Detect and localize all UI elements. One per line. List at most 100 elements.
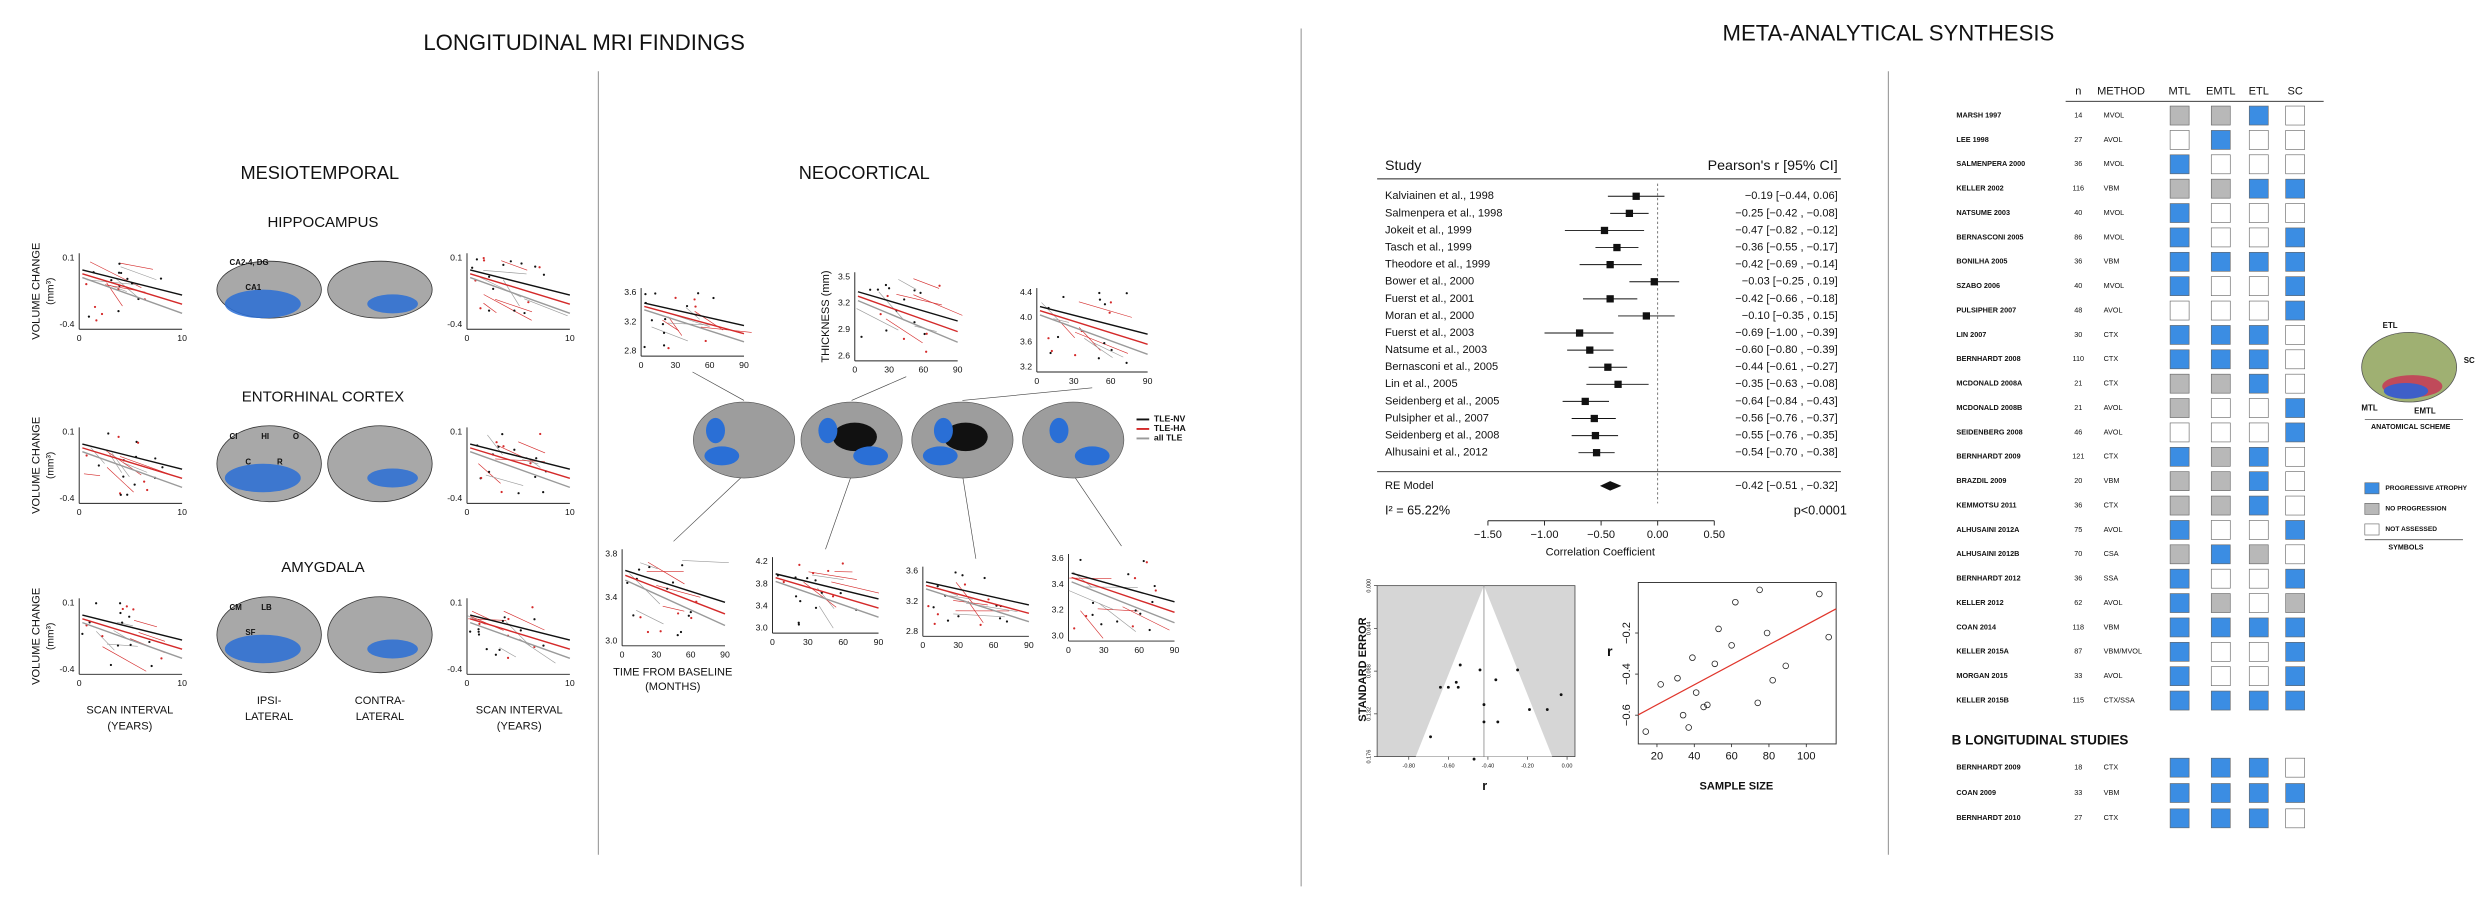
scheme-label: ETL — [2383, 321, 2398, 330]
dot — [85, 282, 88, 286]
atrophy-map — [367, 639, 418, 659]
dot — [1091, 613, 1094, 616]
dot — [533, 618, 536, 621]
dot — [697, 292, 700, 295]
dot — [1050, 349, 1053, 353]
method-cell: MVOL — [2104, 110, 2125, 119]
trend-line — [857, 299, 958, 343]
dot — [902, 337, 906, 341]
study-ci: −0.42 [−0.51 , −0.32] — [1735, 480, 1837, 492]
y-axis-label: (mm³) — [45, 452, 56, 479]
trajectory — [485, 474, 524, 486]
status-cell — [2169, 251, 2190, 272]
funnel-point — [1446, 685, 1450, 689]
effect-square — [1632, 192, 1640, 200]
dot — [869, 288, 872, 291]
study-label: KELLER 2015B — [1956, 695, 2009, 704]
dot — [542, 491, 545, 494]
dot — [1103, 341, 1106, 345]
x-tick-label: 30 — [1069, 376, 1079, 386]
dot — [146, 488, 149, 492]
connector — [962, 474, 977, 559]
status-cell — [2169, 666, 2190, 687]
status-cell — [2210, 617, 2231, 638]
study-ci: −0.19 [−0.44, 0.06] — [1745, 190, 1838, 202]
status-cell — [2210, 783, 2231, 803]
trend-line — [925, 581, 1030, 606]
x-axis-label: TIME FROM BASELINE — [613, 667, 732, 679]
y-axis-label: STANDARD ERROR — [1357, 617, 1369, 721]
trajectory — [116, 621, 134, 627]
dot — [903, 298, 906, 301]
dot — [637, 568, 641, 571]
trend-line — [1039, 310, 1148, 345]
dot — [119, 271, 123, 275]
study-ci: −0.64 [−0.84 , −0.43] — [1735, 395, 1837, 407]
study-ci: −0.35 [−0.63 , −0.08] — [1735, 378, 1837, 390]
method-cell: AVOL — [2104, 671, 2123, 680]
dot — [471, 266, 474, 269]
dot — [1098, 298, 1102, 301]
dot — [1154, 589, 1157, 592]
trend-line — [82, 276, 183, 314]
trend-line — [1039, 305, 1148, 335]
effect-square — [1590, 414, 1598, 423]
dot — [963, 583, 967, 586]
x-tick-label: 60 — [705, 360, 715, 370]
dot — [667, 347, 670, 350]
dot — [93, 305, 97, 309]
y-tick-label: 3.8 — [756, 578, 768, 588]
effect-square — [1642, 312, 1651, 320]
n-cell: 70 — [2074, 549, 2082, 558]
scatter-point — [1704, 701, 1711, 709]
effect-square — [1604, 363, 1612, 371]
y-tick-label: -0.4 — [447, 664, 462, 674]
scheme-label: EMTL — [2414, 407, 2436, 416]
status-cell — [2210, 178, 2231, 199]
x-axis-label: SCAN INTERVAL — [476, 705, 563, 717]
status-cell — [2248, 373, 2269, 394]
status-cell — [2169, 544, 2190, 565]
brain — [693, 401, 795, 479]
dot — [100, 312, 104, 316]
legend-label: TLE-NV — [1154, 414, 1186, 424]
y-tick-label: −0.4 — [1621, 663, 1633, 685]
status-cell — [2169, 154, 2190, 175]
dot — [798, 563, 801, 566]
method-cell: AVOL — [2104, 135, 2123, 144]
study-label: LEE 1998 — [1956, 135, 1988, 144]
dot — [644, 293, 647, 296]
trajectory — [913, 278, 940, 289]
dot — [485, 648, 488, 651]
study-ci: −0.36 [−0.55 , −0.17] — [1735, 241, 1837, 253]
dot — [534, 475, 537, 479]
status-cell — [2285, 349, 2305, 370]
y-tick-label: 0.1 — [62, 426, 74, 436]
x-tick-label: 0.00 — [1647, 529, 1669, 541]
funnel-point — [1559, 693, 1563, 697]
column-header: METHOD — [2097, 86, 2145, 98]
trajectory — [1080, 610, 1104, 639]
trend-line — [644, 305, 745, 335]
trend-line — [624, 579, 726, 627]
y-tick-label: 0.1 — [450, 426, 462, 436]
column-header: MTL — [2169, 86, 2191, 98]
method-cell: AVOL — [2104, 403, 2123, 412]
study-name: Lin et al., 2005 — [1385, 378, 1458, 390]
effect-square — [1586, 346, 1594, 354]
status-cell — [2210, 593, 2231, 613]
trajectory — [885, 318, 923, 344]
study-name: Kalviainen et al., 1998 — [1385, 190, 1494, 202]
trajectory — [96, 631, 115, 651]
trend-line — [82, 451, 183, 489]
panel-title: NEOCORTICAL — [799, 163, 930, 183]
column-header: SC — [2287, 86, 2302, 98]
n-cell: 36 — [2074, 257, 2082, 266]
study-name: Salmenpera et al., 1998 — [1385, 207, 1502, 219]
scatter-point — [1642, 728, 1650, 735]
dot — [502, 445, 505, 448]
atrophy-map — [1074, 446, 1110, 466]
column-header: EMTL — [2206, 86, 2236, 98]
trend-line — [82, 269, 183, 296]
dot — [117, 309, 120, 313]
